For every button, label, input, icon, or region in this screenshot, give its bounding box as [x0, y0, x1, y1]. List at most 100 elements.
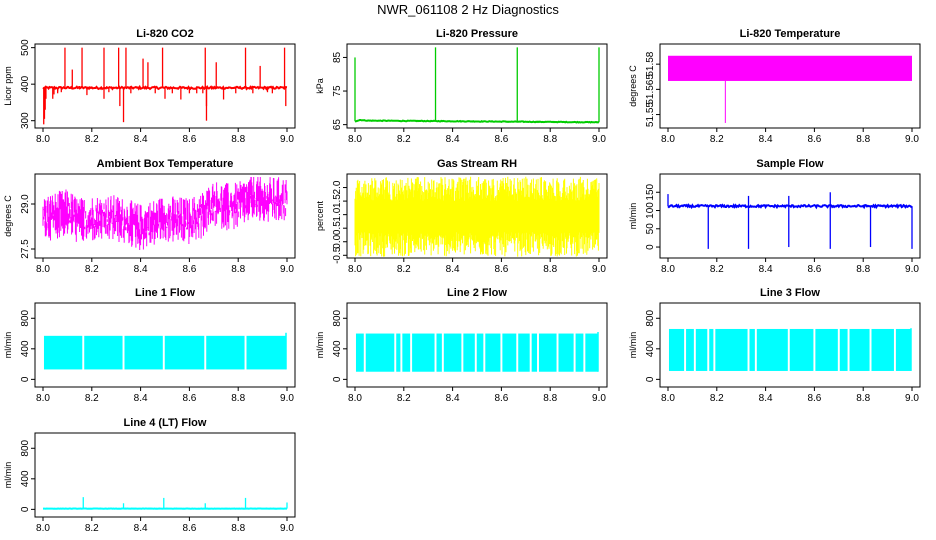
panel-title: Line 2 Flow — [447, 287, 507, 299]
panel-6: Line 1 Flow 8.0 8.2 8.4 8.6 8.8 9.0 0 400 800 ml/m… — [3, 287, 296, 404]
x-tick-label: 8.0 — [36, 523, 50, 534]
series-band — [839, 328, 848, 371]
series-band — [463, 333, 475, 372]
x-tick-label: 8.6 — [494, 264, 508, 275]
panel-0: Li-820 CO2 8.0 8.2 8.4 8.6 8.8 9.0 300 400 500 Lic… — [3, 28, 296, 145]
x-tick-label: 9.0 — [905, 393, 919, 404]
series-band — [709, 328, 714, 371]
y-tick-label: 29.0 — [20, 194, 31, 214]
series-band — [355, 333, 364, 372]
page-title: NWR_061108 2 Hz Diagnostics — [377, 2, 559, 17]
y-tick-label: 51.55 — [645, 102, 656, 127]
x-tick-label: 8.0 — [348, 393, 362, 404]
y-tick-label: 1.5 — [332, 194, 343, 208]
series-band — [246, 335, 287, 370]
series — [354, 47, 600, 124]
series — [354, 176, 600, 257]
x-tick-label: 8.6 — [807, 134, 821, 145]
series — [667, 192, 913, 249]
x-tick-label: 8.0 — [348, 264, 362, 275]
x-tick-label: 8.4 — [134, 134, 148, 145]
x-tick-label: 8.4 — [446, 134, 460, 145]
series-band — [871, 328, 894, 371]
panel-7: Line 2 Flow 8.0 8.2 8.4 8.6 8.8 9.0 0 400 800 ml/m… — [315, 287, 608, 404]
panel-title: Line 1 Flow — [135, 287, 195, 299]
y-tick-label: 85 — [332, 51, 343, 63]
series-band — [485, 333, 501, 372]
y-tick-label: 0 — [332, 376, 343, 382]
y-tick-label: 800 — [332, 309, 343, 326]
series — [42, 47, 288, 125]
x-tick-label: 8.0 — [36, 134, 50, 145]
y-tick-label: 400 — [332, 340, 343, 357]
y-tick-label: 800 — [20, 309, 31, 326]
plot-frame — [659, 302, 921, 388]
x-tick-label: 8.6 — [494, 393, 508, 404]
x-tick-label: 8.8 — [231, 393, 245, 404]
x-tick-label: 8.2 — [710, 264, 724, 275]
series — [668, 328, 912, 371]
series — [42, 177, 288, 250]
y-tick-label: 400 — [20, 340, 31, 357]
x-tick-label: 8.4 — [759, 393, 773, 404]
series-line — [42, 177, 288, 250]
y-tick-label: 300 — [20, 112, 31, 129]
y-axis-label: ml/min — [3, 462, 13, 489]
series-band — [585, 333, 599, 372]
y-tick-label: 400 — [20, 470, 31, 487]
panel-title: Sample Flow — [756, 158, 824, 170]
x-tick-label: 9.0 — [280, 393, 294, 404]
series-line — [42, 84, 288, 91]
series — [43, 332, 287, 370]
series-band — [815, 328, 838, 371]
y-tick-label: 0 — [645, 244, 656, 250]
y-tick-label: 0 — [20, 506, 31, 512]
panel-5: Sample Flow 8.0 8.2 8.4 8.6 8.8 9.0 0 50 100 150 ml… — [628, 158, 921, 275]
x-tick-label: 8.0 — [36, 393, 50, 404]
series-band — [365, 333, 395, 372]
plot-frame — [659, 43, 921, 129]
series-band — [575, 333, 584, 372]
x-tick-label: 8.8 — [543, 264, 557, 275]
x-tick-label: 8.8 — [543, 134, 557, 145]
y-tick-label: 75 — [332, 85, 343, 97]
series-band — [502, 333, 517, 372]
series-band — [396, 333, 401, 372]
y-axis-label: degrees C — [3, 195, 13, 237]
series-band — [402, 333, 411, 372]
y-tick-label: 400 — [645, 340, 656, 357]
x-tick-label: 8.6 — [182, 264, 196, 275]
y-axis-label: ml/min — [3, 332, 13, 359]
plot-frame — [659, 173, 921, 259]
series-band — [206, 335, 245, 370]
panel-title: Li-820 CO2 — [136, 28, 193, 40]
x-tick-label: 8.4 — [446, 264, 460, 275]
y-tick-label: 800 — [20, 439, 31, 456]
series-band — [443, 333, 462, 372]
panel-3: Ambient Box Temperature 8.0 8.2 8.4 8.6 8.8 9.… — [3, 158, 296, 275]
y-tick-label: 51.565 — [645, 74, 656, 105]
series-band — [518, 333, 530, 372]
x-tick-label: 8.4 — [759, 264, 773, 275]
panel-title: Gas Stream RH — [437, 158, 517, 170]
x-tick-label: 8.4 — [446, 393, 460, 404]
x-tick-label: 8.2 — [397, 134, 411, 145]
x-tick-label: 8.0 — [661, 264, 675, 275]
x-tick-label: 8.8 — [231, 264, 245, 275]
y-tick-label: 1.0 — [332, 207, 343, 221]
y-axis-label: ml/min — [628, 332, 638, 359]
y-tick-label: 100 — [645, 202, 656, 219]
y-tick-label: 400 — [20, 75, 31, 92]
x-tick-label: 8.2 — [710, 393, 724, 404]
x-tick-label: 8.8 — [543, 393, 557, 404]
y-axis-label: kPa — [315, 78, 325, 94]
x-tick-label: 9.0 — [905, 264, 919, 275]
plot-frame — [346, 173, 608, 259]
x-tick-label: 8.2 — [397, 393, 411, 404]
series-band — [436, 333, 442, 372]
x-tick-label: 8.6 — [494, 134, 508, 145]
series-band — [531, 333, 538, 372]
series-band — [715, 328, 748, 371]
y-axis-label: degrees C — [628, 65, 638, 107]
